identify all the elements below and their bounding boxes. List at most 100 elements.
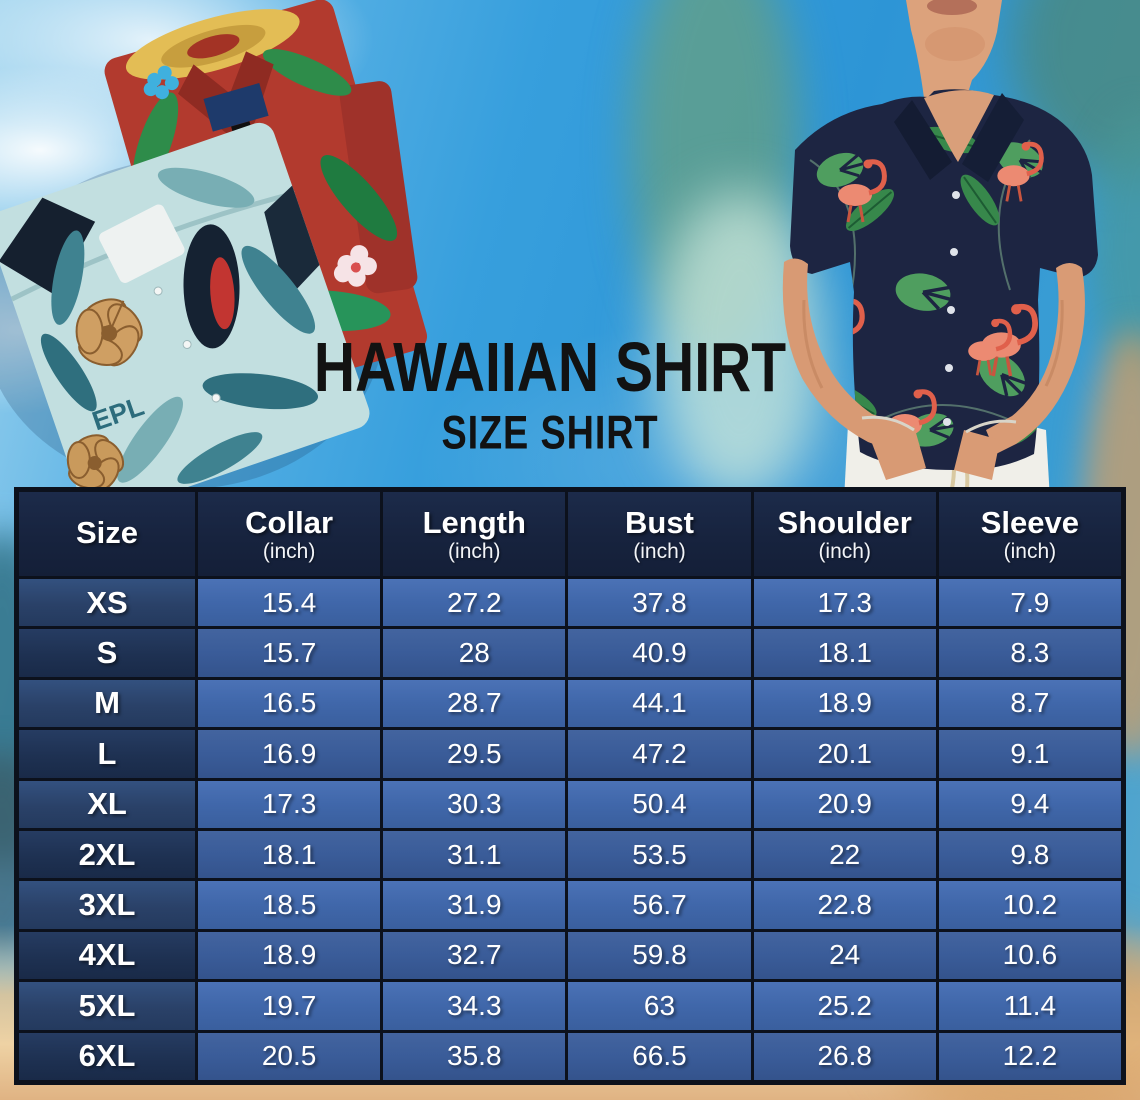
cell-bust: 56.7	[568, 881, 751, 929]
cell-sleeve: 10.2	[938, 881, 1121, 929]
cell-bust: 50.4	[568, 780, 751, 828]
cell-sleeve: 9.4	[938, 780, 1121, 828]
column-header-bust: Bust (inch)	[568, 492, 751, 576]
column-label: Size	[75, 515, 139, 550]
cell-shoulder: 18.1	[753, 629, 936, 677]
cell-collar: 19.7	[198, 982, 381, 1030]
cell-shoulder: 17.3	[753, 579, 936, 627]
cell-bust: 63	[568, 982, 751, 1030]
cell-bust: 37.8	[568, 579, 751, 627]
cell-collar: 15.4	[198, 579, 381, 627]
column-label: Length	[422, 504, 526, 540]
row-label: L	[19, 730, 195, 778]
cell-collar: 20.5	[198, 1032, 381, 1080]
chest-pocket	[99, 204, 185, 283]
cell-sleeve: 10.6	[938, 931, 1121, 980]
column-header-sleeve: Sleeve (inch)	[938, 492, 1121, 576]
collar-right	[962, 93, 1024, 182]
collar-left	[894, 100, 952, 180]
cell-sleeve: 11.4	[938, 982, 1121, 1030]
column-unit: (inch)	[262, 539, 316, 563]
row-label: 4XL	[19, 931, 195, 980]
cell-sleeve: 9.8	[938, 831, 1121, 879]
cell-length: 35.8	[383, 1032, 566, 1080]
model-shirt-print	[790, 120, 1059, 452]
cell-bust: 40.9	[568, 629, 751, 677]
cell-collar: 18.9	[198, 931, 381, 980]
cell-collar: 18.1	[198, 831, 381, 879]
row-label: 3XL	[19, 881, 195, 929]
column-header-length: Length (inch)	[383, 492, 566, 576]
model-head	[906, 0, 1002, 113]
pocket-slits	[861, 415, 1017, 434]
cell-length: 27.2	[383, 579, 566, 627]
folded-shirts-photo: M	[0, 0, 428, 510]
cell-length: 31.1	[383, 831, 566, 879]
cell-bust: 47.2	[568, 730, 751, 778]
title-block: HAWAIIAN SHIRT SIZE SHIRT	[270, 329, 830, 456]
teal-shirt: EPL	[0, 122, 370, 510]
cell-sleeve: 7.9	[938, 579, 1121, 627]
cell-length: 28.7	[383, 679, 566, 728]
teal-shirt-collar	[0, 197, 96, 295]
column-label: Shoulder	[777, 504, 912, 540]
cell-shoulder: 26.8	[753, 1032, 936, 1080]
cell-length: 32.7	[383, 931, 566, 980]
cell-shoulder: 25.2	[753, 982, 936, 1030]
red-shirt-label	[203, 83, 269, 132]
hibiscus-print	[66, 298, 143, 492]
column-unit: (inch)	[1003, 539, 1057, 563]
cell-length: 34.3	[383, 982, 566, 1030]
column-unit: (inch)	[448, 539, 501, 563]
row-label: 6XL	[19, 1032, 195, 1080]
cell-collar: 18.5	[198, 881, 381, 929]
shirt-buttons	[153, 286, 221, 403]
column-label: Sleeve	[980, 504, 1080, 540]
column-header-size: Size	[19, 492, 195, 576]
cell-collar: 17.3	[198, 780, 381, 828]
subtitle: SIZE SHIRT	[441, 406, 659, 460]
cell-shoulder: 20.1	[753, 730, 936, 778]
row-label: M	[19, 679, 195, 728]
lips	[927, 0, 977, 15]
cell-shoulder: 24	[753, 931, 936, 980]
teal-leaf-print	[40, 167, 319, 484]
cell-bust: 44.1	[568, 679, 751, 728]
cell-bust: 53.5	[568, 831, 751, 879]
model-photo	[782, 0, 1098, 500]
cell-bust: 59.8	[568, 931, 751, 980]
column-label: Bust	[625, 504, 694, 540]
cell-shoulder: 22	[753, 831, 936, 879]
cell-length: 28	[383, 629, 566, 677]
column-header-shoulder: Shoulder (inch)	[753, 492, 936, 576]
cell-shoulder: 18.9	[753, 679, 936, 728]
row-label: S	[19, 629, 195, 677]
cell-collar: 16.5	[198, 679, 381, 728]
cell-bust: 66.5	[568, 1032, 751, 1080]
row-label: 2XL	[19, 831, 195, 879]
column-header-collar: Collar (inch)	[198, 492, 381, 576]
size-chart-table: Size Collar (inch) Length (inch) Bust (inch…	[14, 487, 1126, 1085]
row-label: XS	[19, 579, 195, 627]
cell-sleeve: 8.3	[938, 629, 1121, 677]
main-title: HAWAIIAN SHIRT	[313, 329, 787, 407]
cell-length: 30.3	[383, 780, 566, 828]
cell-sleeve: 9.1	[938, 730, 1121, 778]
open-collar-skin	[924, 90, 994, 162]
cell-collar: 16.9	[198, 730, 381, 778]
row-label: 5XL	[19, 982, 195, 1030]
cell-shoulder: 22.8	[753, 881, 936, 929]
model-shirt-buttons	[943, 191, 960, 426]
cell-shoulder: 20.9	[753, 780, 936, 828]
cell-sleeve: 12.2	[938, 1032, 1121, 1080]
column-label: Collar	[245, 504, 334, 540]
cell-length: 29.5	[383, 730, 566, 778]
column-unit: (inch)	[633, 539, 686, 563]
cell-length: 31.9	[383, 881, 566, 929]
cell-collar: 15.7	[198, 629, 381, 677]
model-arms	[782, 258, 1085, 480]
row-label: XL	[19, 780, 195, 828]
cell-sleeve: 8.7	[938, 679, 1121, 728]
column-unit: (inch)	[818, 539, 871, 563]
